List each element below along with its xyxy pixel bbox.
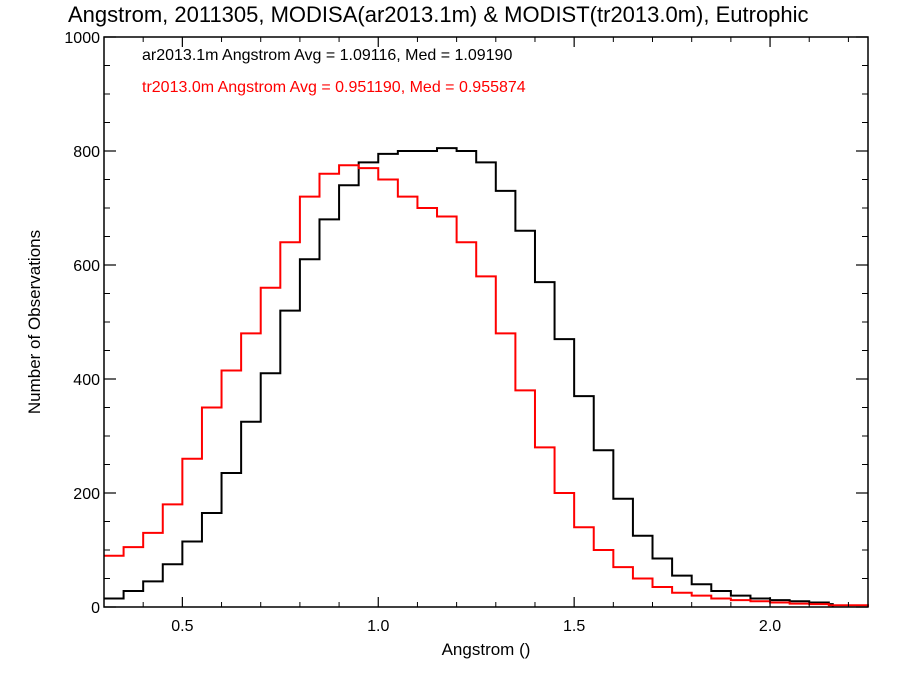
y-axis-label: Number of Observations — [25, 230, 44, 414]
x-tick-label: 1.0 — [367, 618, 389, 635]
y-tick-label: 200 — [73, 486, 100, 503]
y-tick-label: 1000 — [64, 30, 100, 47]
series-line-ar2013.1m — [104, 147, 834, 607]
plot-frame — [103, 36, 869, 608]
y-tick-label: 0 — [91, 600, 100, 617]
x-tick-label: 1.5 — [563, 618, 585, 635]
chart-title: Angstrom, 2011305, MODISA(ar2013.1m) & M… — [68, 2, 809, 27]
ticks-layer: 0.5 1.0 1.5 2.0 0 200 400 600 800 1000 — [64, 30, 868, 635]
y-tick-label: 400 — [73, 372, 100, 389]
x-tick-label: 2.0 — [759, 618, 781, 635]
series-line-tr2013.0m — [104, 164, 869, 607]
series-layer — [104, 147, 869, 607]
legend: ar2013.1m Angstrom Avg = 1.09116, Med = … — [142, 47, 526, 96]
x-tick-label: 0.5 — [171, 618, 193, 635]
legend-entry-ar2013: ar2013.1m Angstrom Avg = 1.09116, Med = … — [142, 47, 512, 64]
x-axis-label: Angstrom () — [442, 640, 531, 659]
y-tick-label: 800 — [73, 144, 100, 161]
y-tick-label: 600 — [73, 258, 100, 275]
legend-entry-tr2013: tr2013.0m Angstrom Avg = 0.951190, Med =… — [142, 79, 526, 96]
